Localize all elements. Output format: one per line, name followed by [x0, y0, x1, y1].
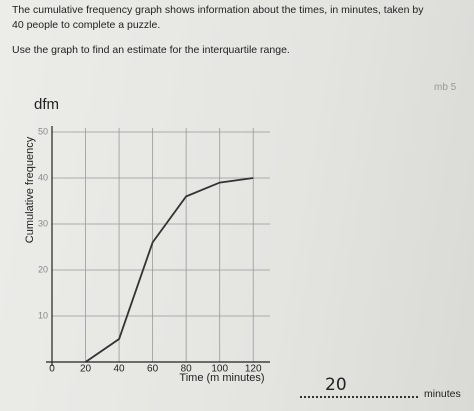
y-tick-label: 20: [38, 264, 48, 274]
y-tick-label: 50: [38, 126, 48, 136]
answer-line: [300, 396, 418, 398]
instruction: Use the graph to find an estimate for th…: [12, 44, 290, 56]
margin-note: mb 5: [434, 82, 457, 93]
x-tick-label: 20: [80, 364, 92, 375]
question-line: 40 people to complete a puzzle.: [12, 19, 161, 31]
question-line: The cumulative frequency graph shows inf…: [12, 4, 424, 16]
x-tick-label: 120: [245, 364, 262, 375]
x-tick-label: 40: [114, 364, 126, 375]
x-tick-label: 60: [147, 364, 159, 375]
x-tick-label: 100: [211, 364, 228, 375]
answer-unit: minutes: [424, 388, 461, 400]
y-tick-label: 40: [38, 172, 48, 182]
x-axis-label: Time (m minutes): [179, 372, 264, 384]
x-tick-label: 80: [181, 364, 193, 375]
data-line: [85, 177, 254, 363]
y-axis-label: Cumulative frequency: [24, 136, 36, 243]
x-tick-label: 0: [49, 364, 55, 375]
y-tick-label: 30: [38, 218, 48, 228]
annotation: dfm: [34, 96, 60, 113]
answer-value: 20: [325, 375, 347, 395]
y-tick-label: 10: [38, 310, 48, 320]
